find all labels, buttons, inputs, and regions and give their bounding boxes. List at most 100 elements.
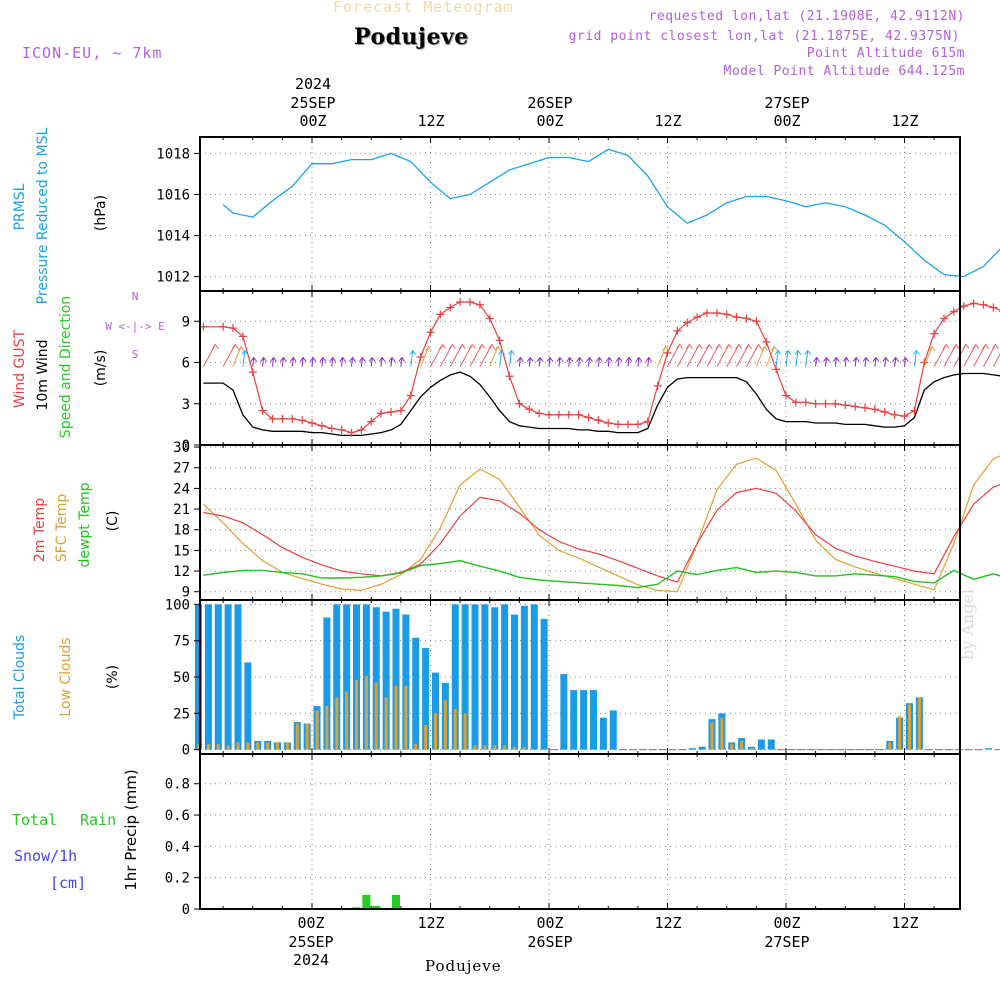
wind-gust-marker <box>791 398 800 407</box>
model-point-altitude: Model Point Altitude 644.125m <box>723 64 965 79</box>
top-year-label: 2024 <box>294 75 332 93</box>
wind-direction-arrow <box>232 346 242 367</box>
wind-direction-arrow <box>291 357 294 367</box>
wind-direction-arrowhead <box>388 356 396 362</box>
grid-layer <box>200 137 960 910</box>
temp-2m-line <box>203 484 1000 583</box>
wind-direction-arrowhead <box>270 356 277 362</box>
wind-direction-arrowhead <box>755 343 762 349</box>
wind-direction-arrowhead <box>625 356 633 362</box>
y-tick-label: 15 <box>173 543 190 559</box>
low-clouds-bar <box>256 742 260 750</box>
bottom-axis-hour: 12Z <box>654 914 682 932</box>
wind-direction-arrowhead <box>862 356 870 362</box>
y-tick-label: 50 <box>173 670 190 686</box>
wind-direction-arrowhead <box>260 356 268 362</box>
wind-direction-arrowhead <box>735 343 743 349</box>
y-tick-label: 21 <box>173 502 190 518</box>
top-axis-hour: 12Z <box>891 112 919 130</box>
wind-direction-arrow <box>597 357 600 367</box>
wind-direction-arrow <box>627 357 630 367</box>
wind-direction-arrowhead <box>237 345 245 351</box>
total-clouds-bar <box>422 647 430 750</box>
wind-direction-arrowhead <box>705 343 713 349</box>
low-clouds-bar <box>216 743 220 750</box>
wind-direction-arrowhead <box>745 343 753 349</box>
wind-direction-arrowhead <box>823 356 830 362</box>
wind-direction-arrowhead <box>468 343 476 349</box>
wind-gust-marker <box>979 300 988 309</box>
low-clouds-bar <box>206 743 210 750</box>
wind-gust-marker <box>782 391 790 400</box>
dewpoint-line <box>203 560 1000 589</box>
wind-direction-arrowhead <box>892 356 900 362</box>
low-clouds-bar <box>513 746 516 750</box>
y-tick-label: 9 <box>182 314 190 330</box>
total-clouds-bar <box>382 611 390 750</box>
low-clouds-bar <box>453 708 457 750</box>
label-10m-wind: 10m Wind <box>35 339 51 410</box>
wind-direction-arrowhead <box>615 356 623 362</box>
wind-direction-arrow <box>469 344 483 367</box>
low-clouds-bar <box>730 743 734 750</box>
wind-gust-marker <box>308 419 316 427</box>
wind-direction-arrowhead <box>605 356 613 362</box>
wind-direction-arrow <box>874 357 877 367</box>
data-layer <box>195 148 1000 910</box>
low-clouds-bar <box>522 746 526 750</box>
total-clouds-bar <box>511 614 518 750</box>
wind-direction-arrowhead <box>794 349 802 355</box>
wind-direction-arrowhead <box>409 349 417 355</box>
wind-gust-marker <box>505 372 514 381</box>
top-axis-hour: 12Z <box>654 112 682 130</box>
wind-direction-arrowhead <box>231 343 239 349</box>
wind-direction-arrowhead <box>982 343 990 349</box>
y-tick-label: 0 <box>182 438 190 454</box>
low-clouds-bar <box>246 742 250 750</box>
wind-direction-arrow <box>578 357 581 367</box>
wind-gust-marker <box>495 336 504 345</box>
wind-direction-arrowhead <box>498 349 506 355</box>
wind-direction-arrow <box>321 357 324 367</box>
panel-frame <box>199 753 961 910</box>
wind-gust-marker <box>545 410 553 419</box>
y-tick-label: 100 <box>165 597 190 613</box>
wind-direction-arrowhead <box>349 356 356 362</box>
wind-direction-arrowhead <box>725 343 733 349</box>
low-clouds-bar <box>325 706 329 750</box>
wind-direction-arrowhead <box>685 343 693 349</box>
wind-direction-arrow <box>726 344 740 367</box>
low-clouds-bar <box>236 742 240 750</box>
wind-gust-marker <box>317 421 326 430</box>
wind-direction-arrowhead <box>299 356 307 362</box>
wind-direction-arrowhead <box>715 343 723 349</box>
wind-gust-marker <box>772 365 781 374</box>
footer-station: Podujeve <box>425 957 502 975</box>
wind-direction-arrow <box>588 357 590 367</box>
wind-gust-marker <box>535 409 544 418</box>
wind-direction-arrowhead <box>962 343 970 349</box>
wind-direction-arrow <box>746 344 759 367</box>
wind-direction-arrowhead <box>912 349 920 355</box>
wind-direction-arrowhead <box>760 345 768 351</box>
wind-direction-arrow <box>301 357 304 367</box>
y-tick-label: 0 <box>182 743 190 759</box>
wind-direction-arrowhead <box>556 356 564 362</box>
total-clouds-bar <box>224 604 232 750</box>
label-low-clouds: Low Clouds <box>58 637 74 716</box>
wind-direction-arrow <box>647 357 650 367</box>
wind-gust-marker <box>851 402 860 411</box>
total-clouds-bar <box>767 739 775 750</box>
y-tick-label: 30 <box>173 440 190 456</box>
wind-direction-arrow <box>755 346 765 367</box>
total-clouds-bar <box>372 607 380 750</box>
wind-direction-arrowhead <box>439 343 446 349</box>
wind-direction-arrowhead <box>952 343 960 349</box>
wind-gust-marker <box>940 314 948 323</box>
wind-direction-arrowhead <box>329 356 337 362</box>
wind-direction-arrow <box>736 344 750 367</box>
wind-direction-arrow <box>795 350 799 367</box>
wind-direction-arrowhead <box>494 345 502 351</box>
wind-direction-arrow <box>676 344 690 367</box>
wind-direction-arrowhead <box>676 343 683 349</box>
